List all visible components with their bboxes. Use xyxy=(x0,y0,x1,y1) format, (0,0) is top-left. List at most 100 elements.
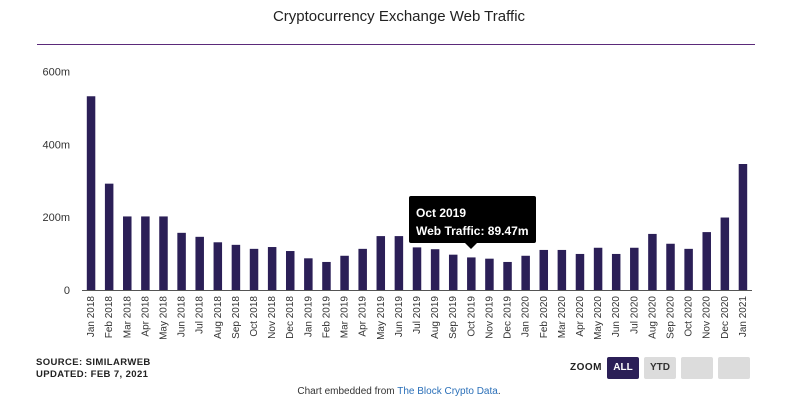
bar[interactable] xyxy=(304,258,313,290)
x-tick-label: Jul 2018 xyxy=(195,296,206,334)
x-tick-label: May 2018 xyxy=(158,296,169,340)
bar[interactable] xyxy=(141,216,150,290)
bar[interactable] xyxy=(666,243,675,290)
zoom-range-button-2[interactable] xyxy=(718,357,750,379)
y-axis: 0 200m 400m 600m xyxy=(42,67,70,298)
bar[interactable] xyxy=(86,96,96,290)
bar[interactable] xyxy=(521,255,530,290)
tooltip: Oct 2019 Web Traffic: 89.47m xyxy=(409,196,536,243)
bar[interactable] xyxy=(720,217,730,290)
bar[interactable] xyxy=(684,248,693,290)
x-tick-label: Sep 2020 xyxy=(666,296,677,339)
x-tick-label: Mar 2020 xyxy=(557,296,568,339)
x-tick-label: Jan 2019 xyxy=(303,296,314,338)
x-tick-label: Mar 2018 xyxy=(122,296,133,339)
embed-source-link[interactable]: The Block Crypto Data xyxy=(397,386,498,397)
bar[interactable] xyxy=(448,254,458,290)
y-tick-label: 0 xyxy=(64,285,70,297)
tooltip-value: Web Traffic: 89.47m xyxy=(416,224,529,238)
x-tick-label: Nov 2019 xyxy=(484,296,495,339)
bar[interactable] xyxy=(340,255,349,290)
bar[interactable] xyxy=(394,236,404,290)
bar[interactable] xyxy=(430,249,440,290)
x-tick-label: Jan 2020 xyxy=(521,296,532,338)
zoom-range-button-1[interactable] xyxy=(681,357,713,379)
x-tick-label: Oct 2020 xyxy=(684,296,695,337)
bar[interactable] xyxy=(539,249,549,290)
bar[interactable] xyxy=(648,233,657,290)
zoom-label: ZOOM xyxy=(570,362,602,373)
x-tick-label: Oct 2018 xyxy=(249,296,260,337)
bars xyxy=(86,96,748,290)
x-tick-label: Aug 2019 xyxy=(430,296,441,339)
x-tick-label: Mar 2019 xyxy=(340,296,351,339)
bar[interactable] xyxy=(467,257,476,290)
zoom-all-button[interactable]: ALL xyxy=(607,357,639,379)
bar[interactable] xyxy=(177,232,186,290)
bar[interactable] xyxy=(231,244,241,290)
source-note: SOURCE: SIMILARWEB UPDATED: FEB 7, 2021 xyxy=(36,357,151,381)
bar[interactable] xyxy=(593,247,603,290)
x-tick-label: Jan 2021 xyxy=(738,296,749,338)
bar[interactable] xyxy=(503,261,512,290)
title-divider xyxy=(37,44,755,45)
zoom-ytd-button[interactable]: YTD xyxy=(644,357,676,379)
y-tick-label: 600m xyxy=(42,67,70,79)
x-tick-label: Jun 2018 xyxy=(177,296,188,338)
embed-suffix: . xyxy=(497,386,501,397)
bar[interactable] xyxy=(630,247,639,290)
x-axis: Jan 2018 Feb 2018 Mar 2018 Apr 2018 May 2018… xyxy=(86,296,749,340)
tooltip-arrow xyxy=(465,243,477,249)
bar[interactable] xyxy=(557,249,567,290)
x-tick-label: Jan 2018 xyxy=(86,296,97,338)
bar[interactable] xyxy=(249,248,259,290)
bar[interactable] xyxy=(412,247,422,290)
bar[interactable] xyxy=(195,236,204,290)
bar[interactable] xyxy=(376,236,386,290)
bar[interactable] xyxy=(575,253,585,290)
x-tick-label: Jun 2020 xyxy=(611,296,622,338)
x-tick-label: Jun 2019 xyxy=(394,296,405,338)
bar[interactable] xyxy=(702,232,711,290)
x-tick-label: Jul 2019 xyxy=(412,296,423,334)
x-tick-label: Sep 2019 xyxy=(448,296,459,339)
x-tick-label: Feb 2020 xyxy=(539,296,550,339)
x-tick-label: May 2020 xyxy=(593,296,604,340)
x-tick-label: Nov 2018 xyxy=(267,296,278,339)
bar[interactable] xyxy=(123,216,132,290)
y-tick-label: 400m xyxy=(42,139,70,151)
x-tick-label: Aug 2018 xyxy=(213,296,224,339)
x-tick-label: Aug 2020 xyxy=(647,296,658,339)
x-tick-label: Feb 2018 xyxy=(104,296,115,339)
y-tick-label: 200m xyxy=(42,212,70,224)
bar[interactable] xyxy=(267,247,277,290)
x-tick-label: Apr 2020 xyxy=(575,296,586,337)
x-tick-label: Oct 2019 xyxy=(466,296,477,337)
bar[interactable] xyxy=(104,183,114,290)
bar[interactable] xyxy=(213,242,223,290)
tooltip-title: Oct 2019 xyxy=(416,206,467,220)
source-line: SOURCE: SIMILARWEB xyxy=(36,357,151,368)
embed-prefix: Chart embedded from xyxy=(297,386,398,397)
bar[interactable] xyxy=(738,164,748,290)
embed-credit: Chart embedded from The Block Crypto Dat… xyxy=(0,386,798,397)
x-tick-label: Dec 2019 xyxy=(503,296,514,339)
x-tick-label: Feb 2019 xyxy=(321,296,332,339)
x-tick-label: Jul 2020 xyxy=(629,296,640,334)
x-tick-label: Dec 2020 xyxy=(720,296,731,339)
bar[interactable] xyxy=(611,253,621,290)
x-tick-label: May 2019 xyxy=(376,296,387,340)
bar[interactable] xyxy=(358,248,367,290)
x-tick-label: Apr 2019 xyxy=(358,296,369,337)
bar[interactable] xyxy=(485,258,494,290)
updated-line: UPDATED: FEB 7, 2021 xyxy=(36,369,149,380)
bar[interactable] xyxy=(159,216,168,290)
bar[interactable] xyxy=(285,251,295,290)
bar[interactable] xyxy=(322,261,331,290)
x-tick-label: Nov 2020 xyxy=(702,296,713,339)
x-tick-label: Apr 2018 xyxy=(140,296,151,337)
chart-title: Cryptocurrency Exchange Web Traffic xyxy=(272,8,526,25)
x-tick-label: Sep 2018 xyxy=(231,296,242,339)
x-tick-label: Dec 2018 xyxy=(285,296,296,339)
